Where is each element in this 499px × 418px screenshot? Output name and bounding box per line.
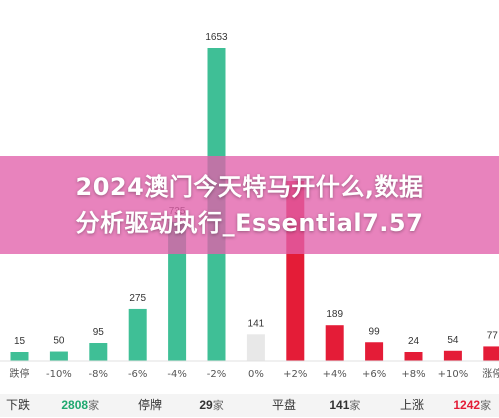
bar-cat-3 xyxy=(129,309,147,361)
x-tick-label-cat-3: -6% xyxy=(128,369,147,380)
summary-up: 上涨 1242家 xyxy=(400,394,491,417)
summary-up-count: 1242 xyxy=(453,398,480,412)
summary-down: 下跌 2808家 xyxy=(6,394,99,417)
x-tick-label-cat-8: +4% xyxy=(323,369,347,380)
value-label-cat-0: 15 xyxy=(14,336,26,347)
summary-suspended: 停牌 29家 xyxy=(138,394,224,417)
summary-up-label: 上涨 xyxy=(400,398,424,412)
summary-flat: 平盘 141家 xyxy=(272,394,360,417)
summary-down-label: 下跌 xyxy=(6,398,30,412)
x-tick-label-cat-7: +2% xyxy=(283,369,307,380)
value-label-cat-5: 1653 xyxy=(205,32,228,43)
x-tick-label-cat-2: -8% xyxy=(89,369,108,380)
x-tick-label-cat-0: 跌停 xyxy=(10,367,30,380)
bar-cat-0 xyxy=(11,352,29,361)
bar-cat-9 xyxy=(365,342,383,361)
x-tick-label-cat-5: -2% xyxy=(207,369,226,380)
x-tick-label-cat-11: +10% xyxy=(438,369,469,380)
summary-down-count: 2808 xyxy=(61,398,88,412)
summary-down-unit: 家 xyxy=(88,400,99,412)
x-tick-label-cat-6: 0% xyxy=(248,369,264,380)
bar-cat-12 xyxy=(483,346,499,361)
bar-cat-1 xyxy=(50,352,68,361)
value-label-cat-8: 189 xyxy=(326,309,343,320)
x-tick-label-cat-4: -4% xyxy=(167,369,186,380)
summary-suspended-unit: 家 xyxy=(213,400,224,412)
bar-cat-2 xyxy=(89,343,107,361)
value-label-cat-3: 275 xyxy=(129,293,146,304)
banner-title-line2: 分析驱动执行_Essential7.57 xyxy=(76,205,424,241)
bar-cat-8 xyxy=(326,325,344,361)
summary-up-unit: 家 xyxy=(480,400,491,412)
value-label-cat-9: 99 xyxy=(369,326,381,337)
summary-suspended-count: 29 xyxy=(199,398,212,412)
banner-title-line1: 2024澳门今天特马开什么,数据 xyxy=(76,169,424,205)
bar-cat-6 xyxy=(247,334,265,361)
x-tick-label-cat-12: 涨停 xyxy=(482,367,499,380)
title-banner: 2024澳门今天特马开什么,数据 分析驱动执行_Essential7.57 xyxy=(0,156,499,254)
summary-flat-unit: 家 xyxy=(349,400,360,412)
x-tick-label-cat-10: +8% xyxy=(401,369,425,380)
summary-flat-label: 平盘 xyxy=(272,398,296,412)
bar-cat-11 xyxy=(444,351,462,361)
summary-flat-count: 141 xyxy=(329,398,349,412)
summary-suspended-label: 停牌 xyxy=(138,398,162,412)
value-label-cat-10: 24 xyxy=(408,336,420,347)
x-tick-label-cat-9: +6% xyxy=(362,369,386,380)
x-tick-label-cat-1: -10% xyxy=(46,369,72,380)
summary-bar: 下跌 2808家 停牌 29家 平盘 141家 上涨 1242家 xyxy=(0,394,499,417)
bar-cat-10 xyxy=(405,352,423,361)
value-label-cat-6: 141 xyxy=(248,318,265,329)
value-label-cat-2: 95 xyxy=(93,327,105,338)
value-label-cat-1: 50 xyxy=(53,336,65,347)
value-label-cat-12: 77 xyxy=(487,330,499,341)
value-label-cat-11: 54 xyxy=(447,335,459,346)
